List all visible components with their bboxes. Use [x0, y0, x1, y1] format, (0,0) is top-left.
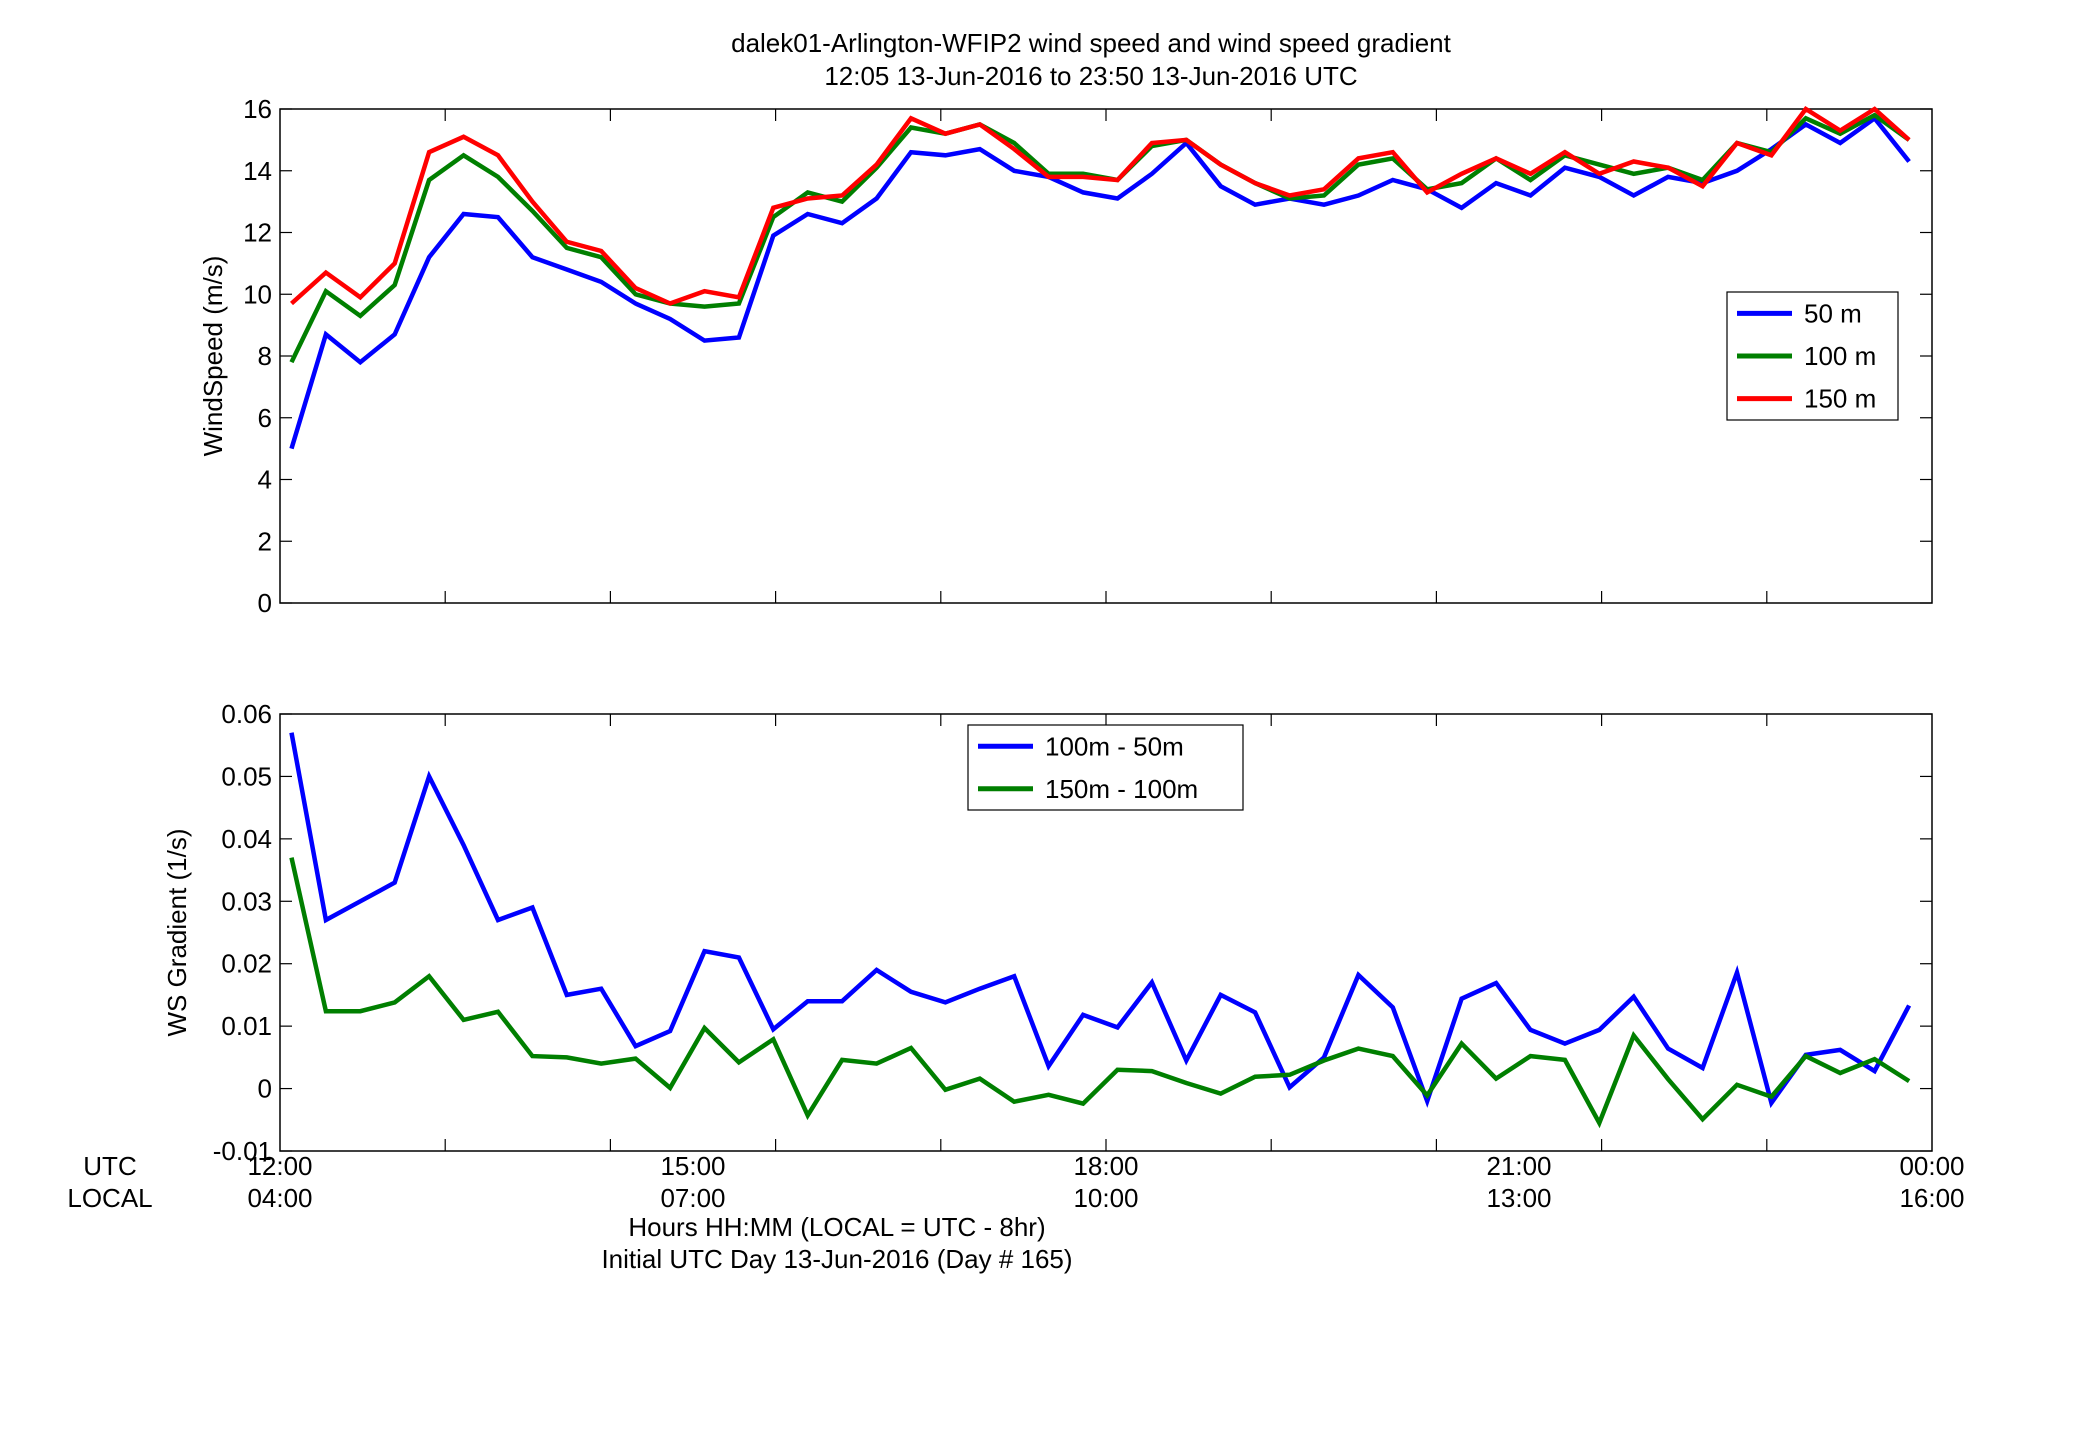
legend-label-3: 150 m — [1804, 384, 1876, 414]
y-tick-label: 16 — [243, 94, 272, 124]
figure-title-line1: dalek01-Arlington-WFIP2 wind speed and w… — [731, 28, 1452, 58]
figure-title-line2: 12:05 13-Jun-2016 to 23:50 13-Jun-2016 U… — [824, 61, 1357, 91]
y-axis-label: WS Gradient (1/s) — [162, 828, 192, 1036]
legend-label-2: 150m - 100m — [1045, 774, 1198, 804]
x-tick-label-local: 04:00 — [247, 1183, 312, 1213]
panel-1: 0 2 4 6 8 10 12 14 16 WindSpeed (m/s) 50 m 100 m 150… — [198, 94, 1933, 618]
x-tick-label-local: 10:00 — [1073, 1183, 1138, 1213]
y-tick-label: 0.01 — [221, 1011, 272, 1041]
panels: 0 2 4 6 8 10 12 14 16 WindSpeed (m/s) 50 m 100 m 150… — [162, 94, 1965, 1213]
y-tick-label: 10 — [243, 279, 272, 309]
series-line-2 — [289, 857, 1911, 1129]
x-tick-label-local: 13:00 — [1486, 1183, 1551, 1213]
legend: 50 m 100 m 150 m — [1726, 291, 1899, 421]
x-axis-label-line1: Hours HH:MM (LOCAL = UTC - 8hr) — [628, 1212, 1045, 1242]
panel-2: -0.01 0 0.01 0.02 0.03 0.04 0.05 0.06 WS Gradien… — [162, 699, 1933, 1166]
series-line-1 — [289, 115, 1911, 450]
y-tick-label: 0.02 — [221, 949, 272, 979]
y-tick-label: 6 — [258, 403, 272, 433]
y-tick-label: 0.03 — [221, 886, 272, 916]
x-tick-label-utc: 21:00 — [1486, 1151, 1551, 1181]
legend-label-1: 50 m — [1804, 298, 1862, 328]
x-tick-label-utc: 15:00 — [660, 1151, 725, 1181]
series-line-1 — [289, 732, 1912, 1109]
legend-label-2: 100 m — [1804, 341, 1876, 371]
y-tick-label: 0.06 — [221, 699, 272, 729]
x-tick-label-utc: 18:00 — [1073, 1151, 1138, 1181]
x-tick-label-local: 16:00 — [1899, 1183, 1964, 1213]
y-tick-label: 2 — [258, 526, 272, 556]
legend-box — [967, 724, 1244, 811]
y-tick-label: 0 — [258, 588, 272, 618]
y-tick-label: 0.04 — [221, 824, 272, 854]
y-axis-label: WindSpeed (m/s) — [198, 256, 228, 457]
y-tick-label: -0.01 — [213, 1136, 272, 1166]
legend-label-1: 100m - 50m — [1045, 731, 1184, 761]
row-label-utc: UTC — [83, 1151, 136, 1181]
y-tick-label: 0.05 — [221, 761, 272, 791]
x-tick-label-utc: 12:00 — [247, 1151, 312, 1181]
series-line-3 — [289, 105, 1911, 306]
y-tick-label: 4 — [258, 465, 272, 495]
y-tick-label: 12 — [243, 218, 272, 248]
row-label-local: LOCAL — [67, 1183, 152, 1213]
y-tick-label: 0 — [258, 1074, 272, 1104]
legend: 100m - 50m 150m - 100m — [967, 724, 1244, 811]
y-tick-label: 8 — [258, 341, 272, 371]
x-axis-label-line2: Initial UTC Day 13-Jun-2016 (Day # 165) — [601, 1244, 1072, 1274]
y-tick-label: 14 — [243, 156, 272, 186]
x-tick-label-utc: 00:00 — [1899, 1151, 1964, 1181]
x-tick-label-local: 07:00 — [660, 1183, 725, 1213]
